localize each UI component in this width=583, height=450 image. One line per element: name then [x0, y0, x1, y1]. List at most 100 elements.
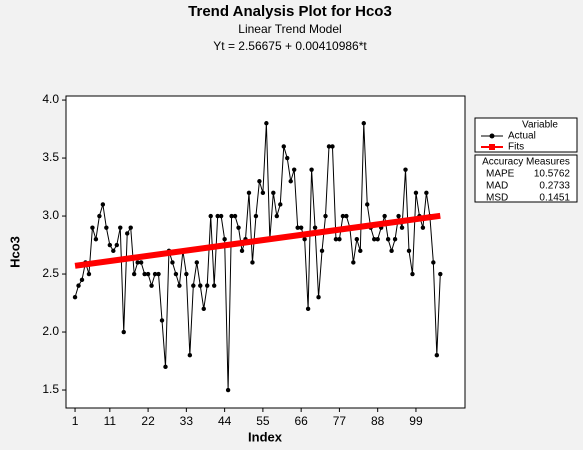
data-point	[211, 283, 217, 288]
data-point	[312, 225, 318, 230]
data-point	[201, 306, 206, 312]
data-point	[72, 295, 78, 300]
data-point	[358, 248, 363, 254]
data-point	[403, 167, 408, 172]
data-point	[93, 237, 99, 242]
data-point	[274, 213, 280, 219]
data-point	[344, 213, 349, 219]
data-point	[396, 213, 401, 219]
data-point	[125, 231, 130, 236]
data-point	[218, 213, 224, 219]
data-point	[281, 144, 286, 149]
data-point	[406, 248, 412, 254]
data-point	[337, 237, 342, 242]
data-point	[86, 271, 92, 277]
x-tick-label: 1	[72, 414, 79, 428]
data-point	[170, 260, 175, 265]
data-point	[128, 225, 133, 230]
data-point	[340, 213, 346, 219]
data-point	[239, 248, 245, 254]
data-point	[121, 329, 126, 335]
data-point	[257, 179, 262, 184]
data-point	[194, 260, 199, 265]
data-point	[222, 237, 227, 242]
data-point	[372, 237, 377, 242]
fit-line	[74, 212, 441, 269]
data-point	[187, 353, 193, 358]
data-point	[319, 248, 325, 254]
data-point	[389, 248, 394, 254]
data-point	[205, 283, 210, 288]
legend-title: Variable	[522, 120, 558, 131]
data-point	[375, 237, 380, 242]
data-point	[184, 271, 189, 277]
data-point	[208, 213, 213, 219]
data-point	[288, 179, 293, 184]
data-point	[413, 190, 419, 196]
data-point	[260, 190, 266, 196]
y-tick-label: 4.0	[42, 92, 59, 106]
accuracy-name: MAPE	[486, 169, 515, 180]
y-tick-label: 3.5	[42, 150, 59, 164]
x-tick-label: 99	[409, 414, 423, 428]
legend-label: Actual	[508, 131, 536, 142]
legend-marker	[489, 133, 495, 139]
data-point	[173, 271, 179, 277]
data-point	[323, 213, 328, 219]
data-point	[354, 237, 360, 242]
data-point	[438, 271, 443, 277]
y-tick-label: 3.0	[42, 208, 59, 222]
data-point	[410, 271, 415, 277]
accuracy-title: Accuracy Measures	[482, 157, 570, 168]
accuracy-value: 0.2733	[539, 181, 570, 192]
data-point	[330, 144, 335, 149]
data-point	[351, 260, 356, 265]
data-point	[246, 190, 252, 196]
data-point	[295, 225, 300, 230]
data-point	[177, 283, 182, 288]
equation: Yt = 2.56675 + 0.00410986*t	[213, 39, 367, 53]
y-axis-label: Hco3	[7, 236, 22, 268]
data-point	[298, 225, 304, 230]
x-tick-label: 44	[218, 414, 232, 428]
accuracy-value: 10.5762	[534, 169, 571, 180]
x-tick-label: 33	[180, 414, 194, 428]
accuracy-box	[474, 154, 578, 203]
data-point	[424, 190, 429, 196]
x-axis-label: Index	[248, 429, 283, 444]
data-point	[309, 167, 314, 172]
accuracy-value: 0.1451	[539, 193, 570, 204]
data-point	[142, 271, 147, 277]
data-point	[361, 121, 366, 126]
x-tick-label: 66	[294, 414, 308, 428]
data-point	[264, 121, 269, 126]
data-point	[278, 202, 283, 207]
data-point	[253, 213, 259, 219]
data-point	[163, 364, 168, 370]
data-point	[114, 242, 119, 248]
data-point	[385, 237, 391, 242]
legend-label: Fits	[508, 142, 524, 153]
data-point	[302, 237, 307, 242]
data-point	[145, 271, 151, 277]
data-point	[316, 295, 321, 300]
data-point	[104, 225, 109, 230]
y-tick-label: 2.0	[42, 324, 59, 338]
data-point	[76, 283, 81, 288]
x-tick-label: 77	[333, 414, 347, 428]
data-point	[152, 271, 158, 277]
legend-marker	[489, 144, 495, 150]
x-tick-label: 11	[104, 414, 117, 428]
data-point	[100, 202, 106, 207]
y-tick-label: 1.5	[42, 382, 59, 396]
data-point	[149, 283, 154, 288]
data-point	[97, 213, 102, 219]
data-point	[191, 283, 196, 288]
data-point	[285, 155, 290, 161]
data-point	[382, 213, 387, 219]
data-point	[135, 260, 140, 265]
data-point	[215, 213, 220, 219]
data-line	[74, 123, 441, 391]
x-tick-label: 22	[141, 414, 155, 428]
